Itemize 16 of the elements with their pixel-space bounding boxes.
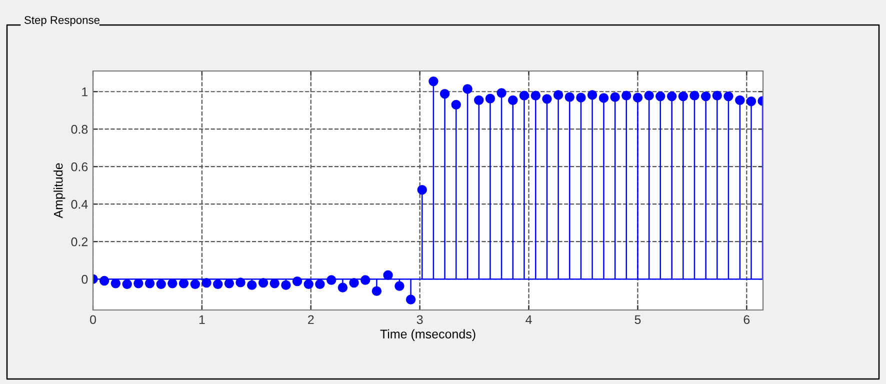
y-tick-label: 0 (82, 274, 88, 284)
x-axis-title: Time (mseconds) (380, 329, 476, 341)
x-tick-label: 2 (308, 315, 314, 324)
x-tick-label: 4 (526, 315, 532, 324)
x-tick-label: 1 (199, 315, 205, 324)
x-tick-label: 0 (90, 315, 96, 324)
x-tick-label: 6 (744, 315, 750, 324)
chart-title: Step Response (24, 16, 100, 26)
y-tick-label: 0.2 (71, 237, 88, 246)
y-tick-label: 1 (82, 88, 88, 96)
x-tick-label: 5 (634, 315, 641, 324)
y-tick-label: 0.4 (71, 200, 88, 209)
y-axis-title: Amplitude (54, 163, 66, 218)
y-tick-label: 0.6 (71, 162, 88, 172)
x-tick-label: 3 (416, 315, 423, 324)
y-tick-label: 0.8 (71, 124, 88, 134)
